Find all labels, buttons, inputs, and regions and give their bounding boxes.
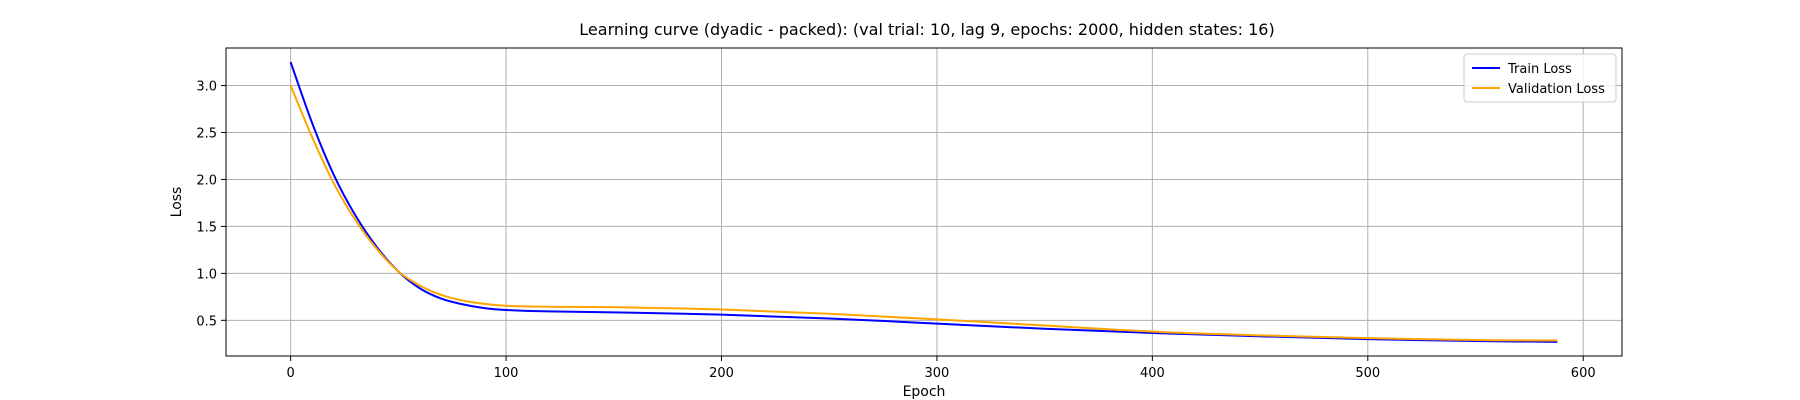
plot-area-frame	[225, 47, 1623, 357]
legend-label-validation-loss: Validation Loss	[1508, 82, 1605, 97]
legend-box	[1463, 53, 1617, 103]
x-tick-label: 300	[925, 366, 950, 381]
x-tick-label: 500	[1355, 366, 1380, 381]
y-tick-label: 0.5	[196, 314, 217, 329]
y-tick-label: 3.0	[196, 80, 217, 95]
x-tick-label: 100	[494, 366, 519, 381]
grid-lines	[226, 48, 1622, 356]
x-tick-label: 600	[1571, 366, 1596, 381]
axis-ticks: 0 100 200 300 400 500 600 0.5 1.0 1.5 2.0 2.5 3.0	[196, 80, 1595, 381]
series-line-validation-loss	[289, 85, 1558, 342]
y-tick-label: 1.5	[196, 220, 217, 235]
series-lines	[289, 61, 1558, 343]
y-tick-label: 2.5	[196, 127, 217, 142]
y-axis-label: Loss	[169, 187, 185, 218]
x-tick-label: 200	[709, 366, 734, 381]
x-tick-label: 400	[1140, 366, 1165, 381]
y-tick-label: 2.0	[196, 173, 217, 188]
legend: Train Loss Validation Loss	[1463, 53, 1617, 103]
x-axis-label: Epoch	[903, 384, 946, 400]
x-tick-label: 0	[286, 366, 294, 381]
y-tick-label: 1.0	[196, 267, 217, 282]
chart-title: Learning curve (dyadic - packed): (val t…	[579, 20, 1274, 39]
legend-label-train-loss: Train Loss	[1507, 62, 1572, 77]
